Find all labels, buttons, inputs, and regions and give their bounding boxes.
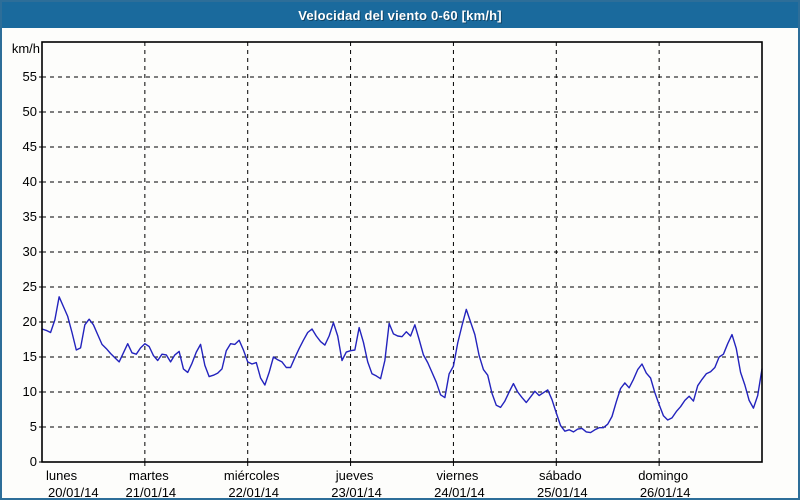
y-tick-label: 0 — [30, 454, 37, 469]
day-date-label: 25/01/14 — [537, 485, 588, 500]
y-tick-label: 20 — [23, 314, 37, 329]
day-name-label: miércoles — [224, 468, 280, 483]
y-tick-label: 40 — [23, 174, 37, 189]
y-tick-label: 55 — [23, 69, 37, 84]
y-tick-label: 50 — [23, 104, 37, 119]
day-name-label: martes — [129, 468, 169, 483]
day-date-label: 23/01/14 — [331, 485, 382, 500]
plot-border — [41, 41, 763, 463]
y-tick-label: 5 — [30, 419, 37, 434]
day-date-label: 21/01/14 — [126, 485, 177, 500]
y-tick-label: 10 — [23, 384, 37, 399]
title-bar: Velocidad del viento 0-60 [km/h] — [2, 2, 798, 28]
day-name-label: jueves — [335, 468, 374, 483]
y-tick-label: 45 — [23, 139, 37, 154]
window-title: Velocidad del viento 0-60 [km/h] — [298, 7, 502, 23]
y-tick-label: 35 — [23, 209, 37, 224]
wind-speed-polyline — [41, 296, 763, 434]
y-tick-label: 30 — [23, 244, 37, 259]
y-tick-label: 15 — [23, 349, 37, 364]
day-name-label: viernes — [436, 468, 478, 483]
day-date-label: 22/01/14 — [228, 485, 279, 500]
y-tick-label: 25 — [23, 279, 37, 294]
day-date-label: 20/01/14 — [48, 485, 99, 500]
day-date-label: 26/01/14 — [640, 485, 691, 500]
y-axis-unit-label: km/h — [12, 41, 40, 56]
day-date-label: 24/01/14 — [434, 485, 485, 500]
day-name-label: lunes — [46, 468, 78, 483]
day-name-label: sábado — [539, 468, 582, 483]
day-name-label: domingo — [638, 468, 688, 483]
